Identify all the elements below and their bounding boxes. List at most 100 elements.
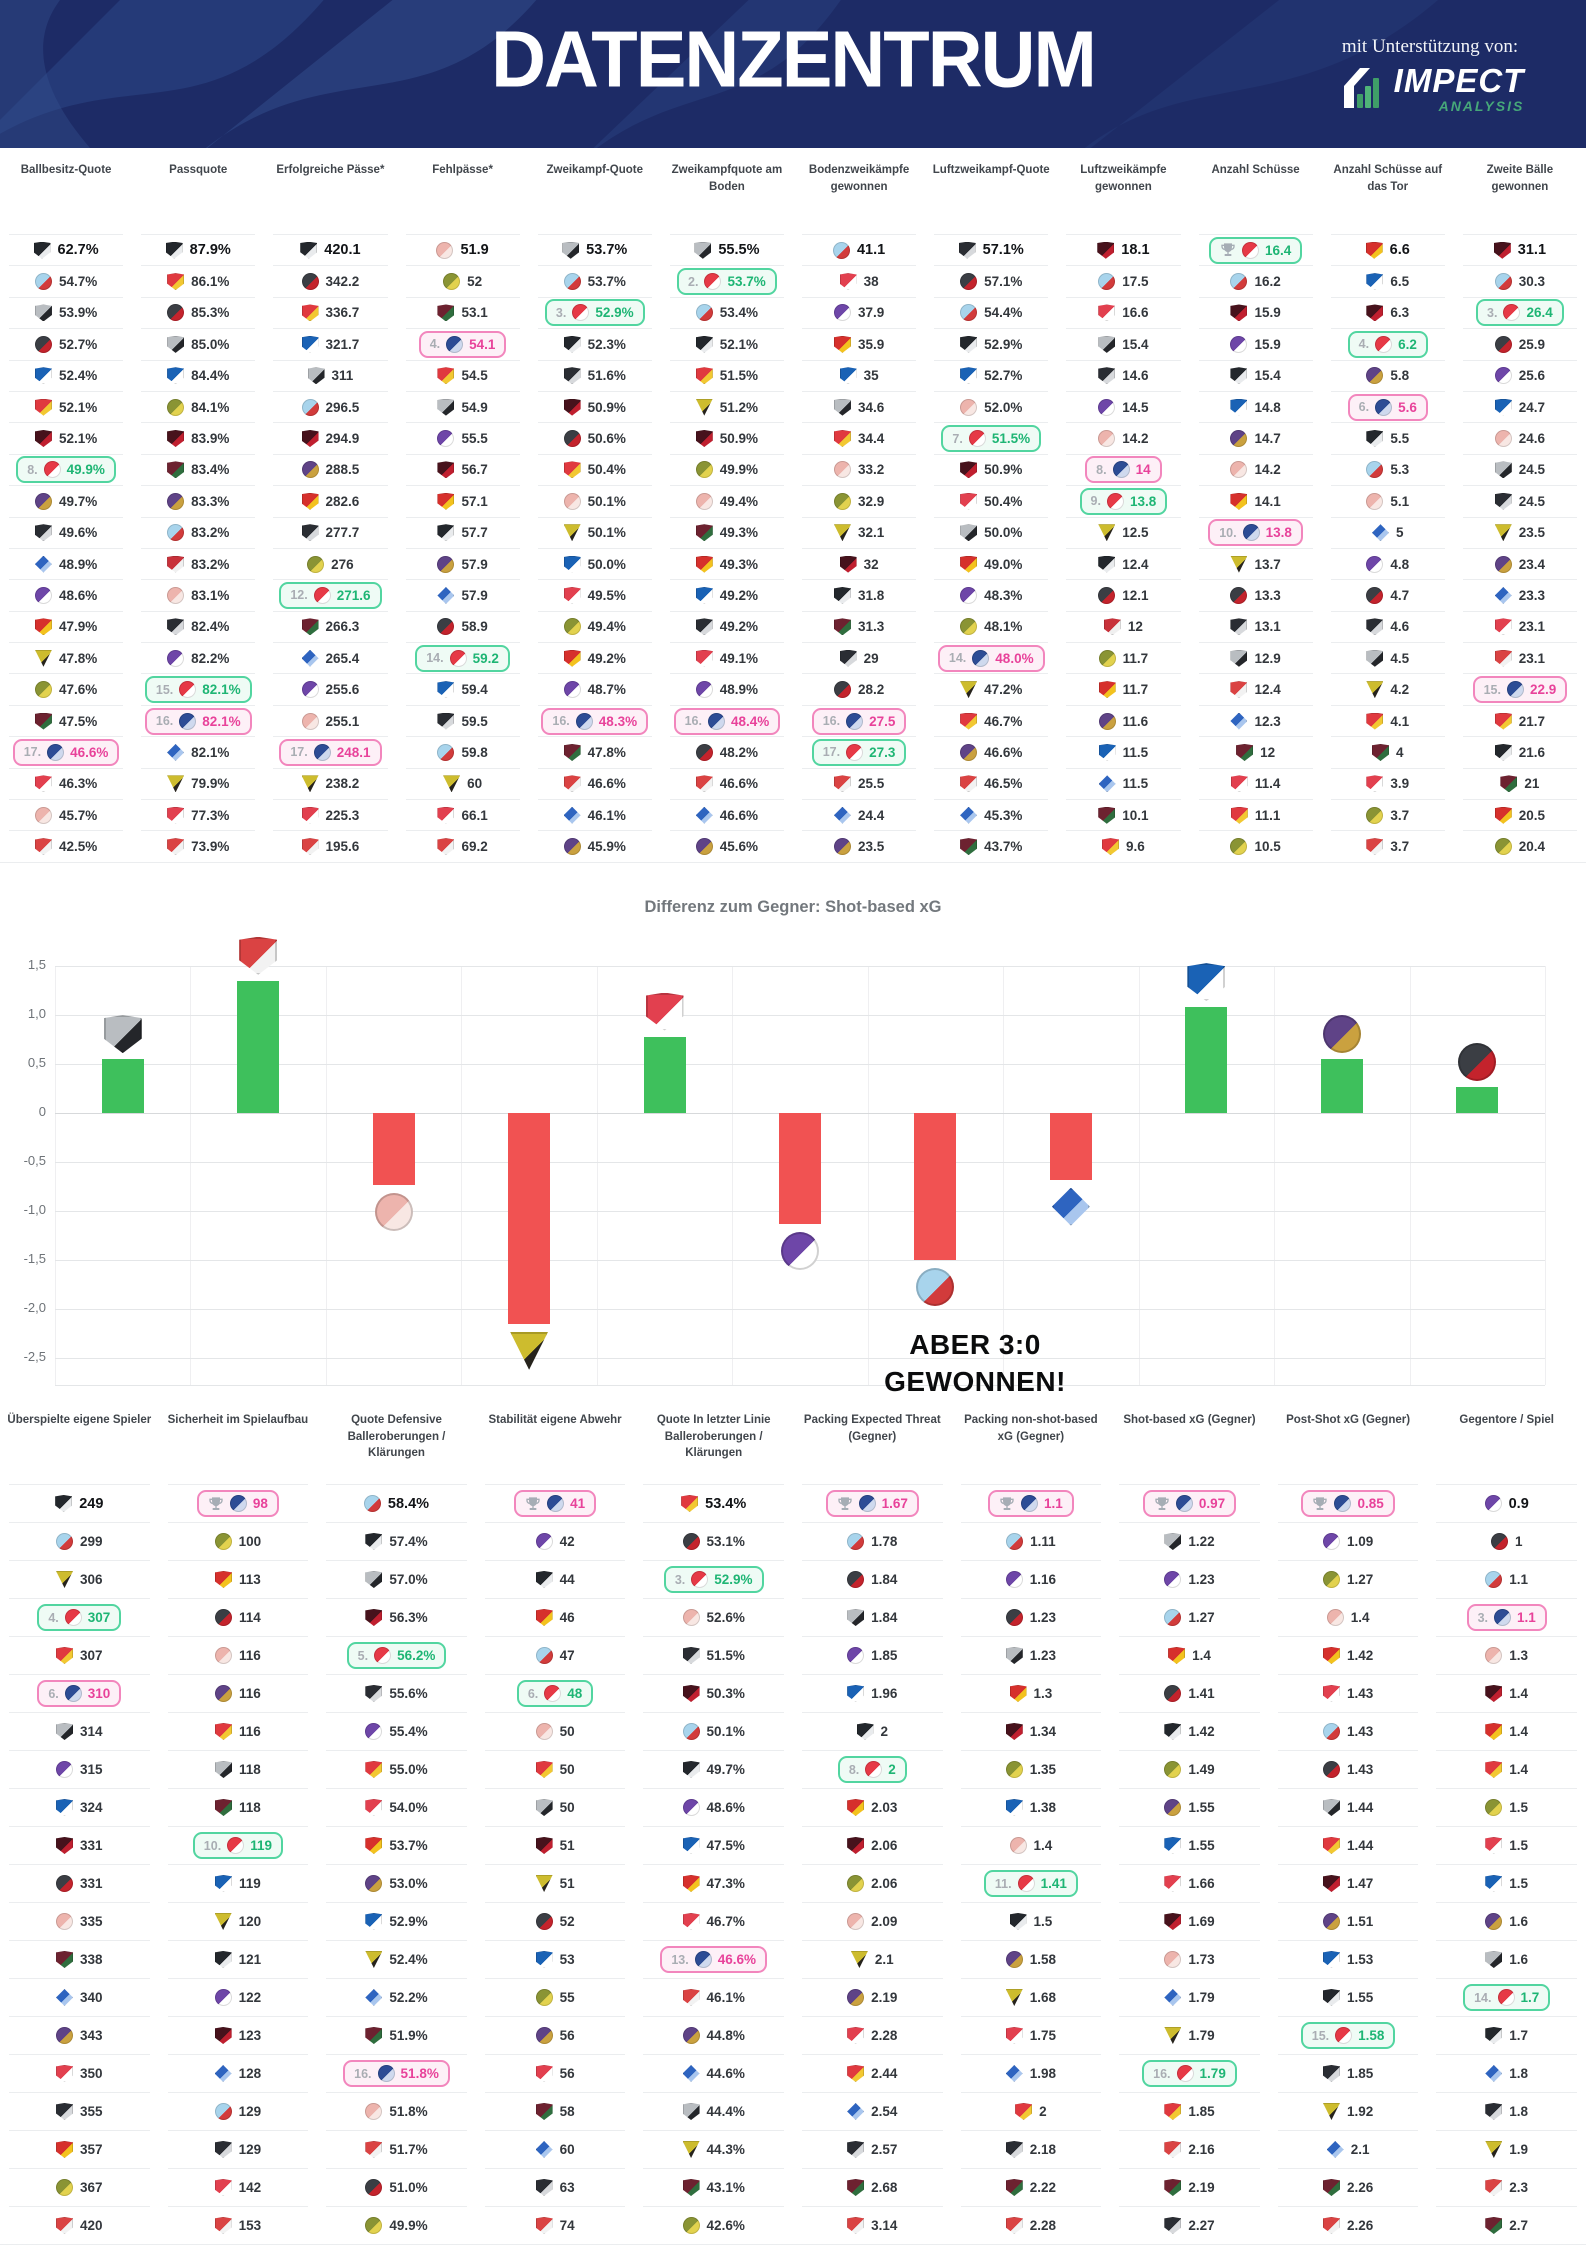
team-badge xyxy=(960,586,978,604)
stat-row: 350 xyxy=(9,2054,150,2092)
stat-row: 52.1% xyxy=(9,422,124,453)
y-tick-label: -1,5 xyxy=(23,1251,46,1266)
team-badge xyxy=(960,618,978,636)
stat-row: 3. 52.9% xyxy=(537,296,652,328)
stat-value: 265.4 xyxy=(325,650,360,666)
team-badge xyxy=(694,1951,712,1968)
highlight-box: 14. 48.0% xyxy=(937,644,1045,672)
stat-value: 54.0% xyxy=(389,1800,428,1815)
stat-row: 98 xyxy=(167,1484,309,1522)
column-rows: 0.85 1.09 1.27 1.4 1.42 1.43 1.43 1.43 1.44 1.44 1… xyxy=(1268,1484,1428,2245)
stat-row: 129 xyxy=(167,2092,309,2130)
stat-value: 10.5 xyxy=(1254,839,1281,855)
stat-row: 324 xyxy=(9,1788,150,1826)
team-badge xyxy=(682,1685,700,1702)
team-badge xyxy=(1106,492,1124,510)
stat-value: 12.5 xyxy=(1122,525,1149,541)
stat-value: 1.41 xyxy=(1040,1876,1067,1891)
team-badge xyxy=(56,1837,74,1854)
team-badge xyxy=(167,492,185,510)
stat-value: 2.28 xyxy=(871,2028,898,2043)
stat-value: 1.4 xyxy=(1192,1648,1211,1663)
team-badge xyxy=(1098,649,1116,667)
team-badge xyxy=(56,1799,74,1816)
stat-row: 49.2% xyxy=(669,610,784,642)
stat-row: 56.7 xyxy=(405,453,520,485)
team-badge xyxy=(443,273,461,291)
stat-value: 49.9% xyxy=(66,462,105,478)
stat-value: 5.1 xyxy=(1390,493,1410,509)
team-badge xyxy=(695,743,713,761)
stat-value: 38 xyxy=(863,274,879,290)
stat-row: 14.5 xyxy=(1066,390,1181,422)
team-badge xyxy=(1230,586,1248,604)
team-badge xyxy=(847,2217,865,2234)
team-badge xyxy=(1366,618,1384,636)
stat-row: 50.9% xyxy=(537,390,652,422)
stat-value: 52.2% xyxy=(389,1990,428,2005)
team-badge xyxy=(56,1571,74,1588)
stat-row: 12.3 xyxy=(1198,704,1313,736)
stat-value: 51.5% xyxy=(991,431,1031,447)
chart-annotation: ABER 3:0 GEWONNEN! xyxy=(790,1326,1160,1400)
stat-value: 14.2 xyxy=(1254,462,1281,478)
team-badge xyxy=(1230,712,1248,730)
chart-bar xyxy=(1049,1113,1092,1180)
stat-row: 29 xyxy=(802,642,917,673)
stat-row: 119 xyxy=(167,1864,309,1902)
stat-row: 5. 56.2% xyxy=(326,1636,467,1674)
rank-label: 3. xyxy=(1477,1610,1489,1625)
team-badge xyxy=(1164,1761,1182,1778)
stat-row: 28.2 xyxy=(802,673,917,704)
team-badge xyxy=(847,1647,865,1664)
team-badge xyxy=(833,775,851,793)
highlight-box: 8. 49.9% xyxy=(16,456,116,484)
stat-value: 2.27 xyxy=(1188,2218,1215,2233)
stat-row: 2.7 xyxy=(1436,2206,1577,2244)
stat-row: 116 xyxy=(167,1674,309,1712)
stat-value: 50.9% xyxy=(719,431,759,447)
stat-value: 1.68 xyxy=(1029,1990,1057,2005)
stat-value: 2.57 xyxy=(871,2142,898,2157)
stat-value: 1.78 xyxy=(871,1534,898,1549)
stat-value: 53.4% xyxy=(705,1495,747,1512)
stat-value: 47.8% xyxy=(587,744,626,760)
team-badge xyxy=(1366,461,1384,479)
column-header: Packing Expected Threat (Gegner) xyxy=(803,1414,941,1443)
team-badge xyxy=(167,367,185,385)
team-badge xyxy=(167,555,185,573)
stat-row: 2.28 xyxy=(960,2206,1102,2244)
stat-row: 83.1% xyxy=(141,579,256,610)
team-badge xyxy=(1494,398,1512,416)
stat-value: 25.5 xyxy=(857,776,885,792)
team-badge xyxy=(436,241,454,259)
team-badge xyxy=(437,367,455,385)
stat-column: Passquote 87.9% 86.1% 85.3% 85.0% 84.4% 84.1% 8… xyxy=(132,150,265,863)
stat-value: 13.8 xyxy=(1129,493,1157,509)
team-badge xyxy=(1494,743,1512,761)
stat-row: 118 xyxy=(167,1788,309,1826)
stat-row: 1.85 xyxy=(1119,2092,1260,2130)
highlight-box: 6. 48 xyxy=(516,1680,594,1707)
stat-row: 13.3 xyxy=(1198,579,1313,610)
stat-column: Packing non-shot-based xG (Gegner) 1.1 1.1… xyxy=(951,1400,1111,2245)
team-badge xyxy=(365,1989,383,2006)
stat-value: 249 xyxy=(79,1495,104,1512)
stat-value: 1.8 xyxy=(1509,2066,1529,2081)
team-badge xyxy=(301,273,319,291)
stat-row: 11.4 xyxy=(1198,767,1313,799)
stat-row: 34.4 xyxy=(802,422,917,453)
stat-row: 49.3% xyxy=(669,547,784,579)
stat-value: 83.2% xyxy=(191,525,230,541)
column-rows: 1.67 1.78 1.84 1.84 1.85 1.96 2 8. 2 2.03 2.06 2.06… xyxy=(793,1484,952,2245)
team-badge xyxy=(1098,273,1116,291)
stat-row: 1.84 xyxy=(802,1598,943,1636)
team-badge xyxy=(1005,2217,1023,2234)
stat-value: 48.9% xyxy=(58,556,98,572)
stat-value: 1.84 xyxy=(871,1572,898,1587)
stat-row: 50.3% xyxy=(643,1674,784,1712)
stat-value: 114 xyxy=(239,1610,261,1625)
stat-value: 41 xyxy=(570,1496,586,1511)
stat-value: 314 xyxy=(80,1724,103,1739)
stat-row: 1.5 xyxy=(1436,1864,1577,1902)
